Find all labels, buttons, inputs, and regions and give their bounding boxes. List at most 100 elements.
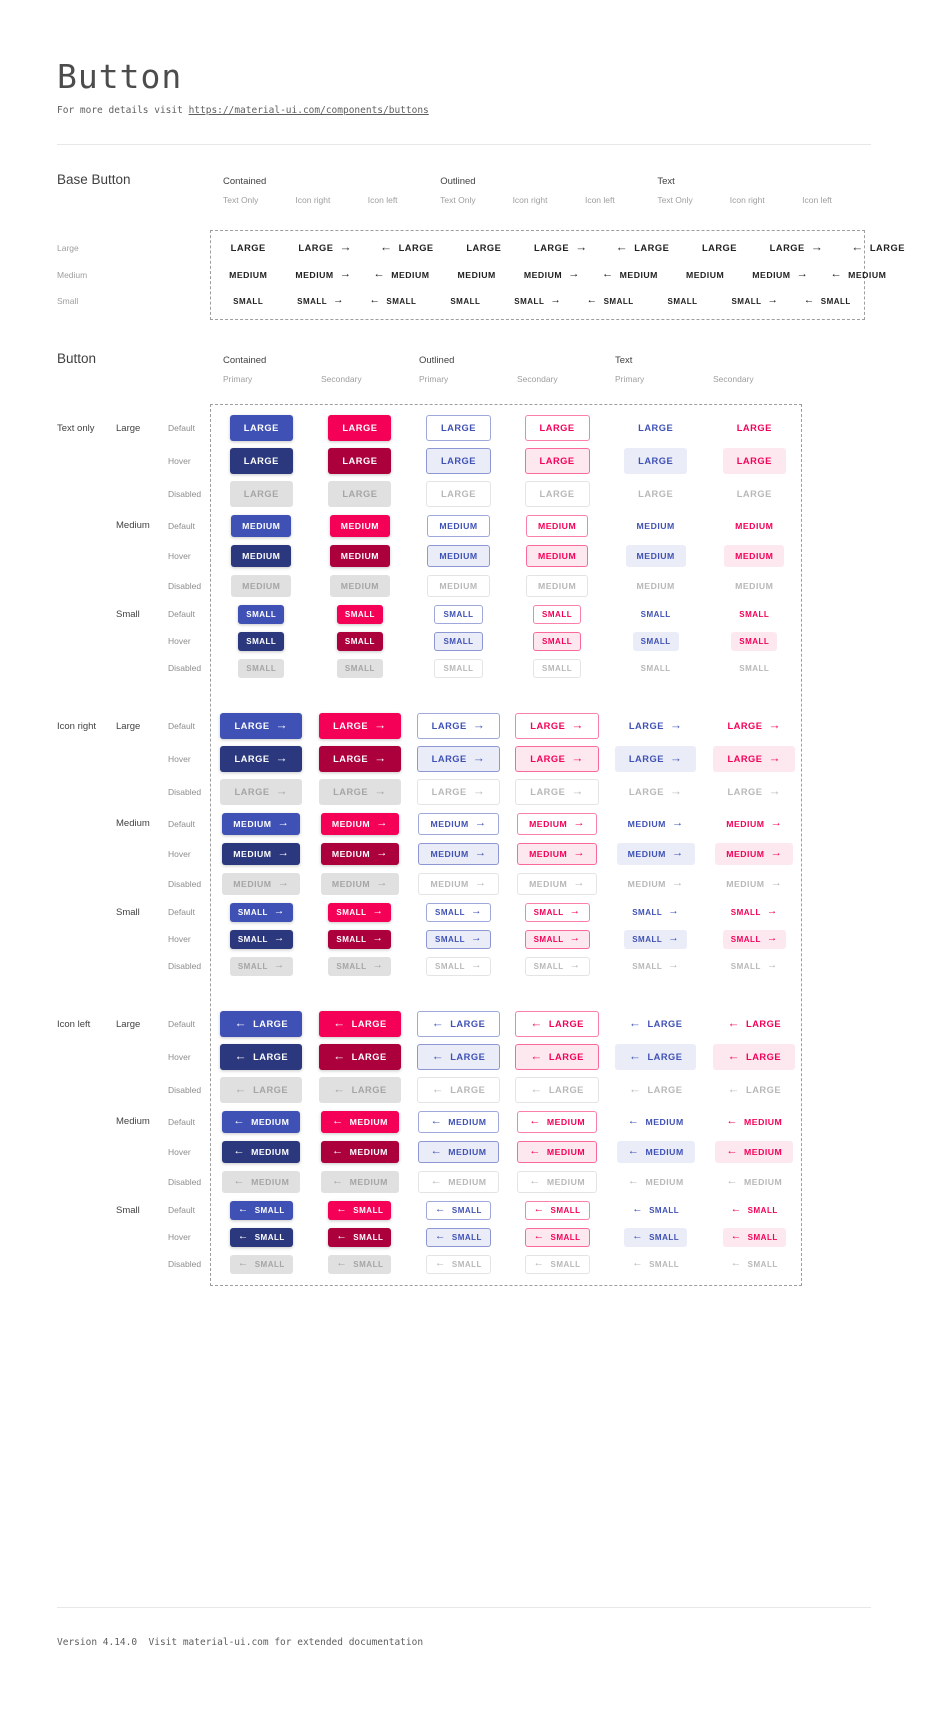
- button-text-primary-small-disabled-left[interactable]: ← SMALL: [624, 1255, 687, 1274]
- button-outlined-primary-medium-hover-left[interactable]: ← MEDIUM: [418, 1140, 499, 1163]
- button-text-secondary-medium-disabled-right[interactable]: MEDIUM →: [715, 873, 793, 895]
- button-text-primary-large-hover-right[interactable]: LARGE →: [614, 746, 697, 772]
- button-outlined-primary-small-default-left[interactable]: ← SMALL: [426, 1200, 491, 1220]
- button-outlined-primary-large-default-right[interactable]: LARGE →: [416, 713, 501, 739]
- button-outlined-secondary-small-hover-right[interactable]: SMALL →: [524, 929, 590, 949]
- button-contained-secondary-medium-hover-none[interactable]: MEDIUM: [329, 544, 390, 567]
- button-text-secondary-large-disabled-none[interactable]: LARGE: [723, 481, 786, 507]
- base-button-outlined-right-small[interactable]: SMALL →: [506, 292, 569, 311]
- button-contained-secondary-small-disabled-right[interactable]: SMALL →: [328, 956, 392, 976]
- button-text-secondary-medium-default-left[interactable]: ← MEDIUM: [715, 1111, 793, 1133]
- button-text-primary-large-default-none[interactable]: LARGE: [624, 415, 687, 441]
- button-contained-primary-small-hover-left[interactable]: ← SMALL: [229, 1227, 293, 1247]
- button-contained-secondary-medium-disabled-none[interactable]: MEDIUM: [329, 574, 390, 597]
- button-outlined-secondary-small-disabled-left[interactable]: ← SMALL: [524, 1254, 590, 1274]
- button-outlined-secondary-small-disabled-right[interactable]: SMALL →: [524, 956, 590, 976]
- button-outlined-primary-medium-hover-right[interactable]: MEDIUM →: [418, 842, 499, 865]
- button-contained-primary-large-default-left[interactable]: ← LARGE: [220, 1011, 303, 1037]
- button-outlined-secondary-large-hover-right[interactable]: LARGE →: [515, 746, 599, 772]
- button-outlined-primary-large-disabled-right[interactable]: LARGE →: [416, 779, 501, 805]
- button-contained-primary-medium-hover-left[interactable]: ← MEDIUM: [222, 1140, 301, 1163]
- button-text-secondary-medium-disabled-none[interactable]: MEDIUM: [724, 575, 784, 597]
- button-text-primary-medium-hover-right[interactable]: MEDIUM →: [616, 842, 695, 865]
- button-text-secondary-small-default-left[interactable]: ← SMALL: [723, 1201, 786, 1220]
- button-outlined-primary-large-hover-left[interactable]: ← LARGE: [416, 1044, 501, 1070]
- button-text-secondary-small-default-right[interactable]: SMALL →: [723, 903, 786, 922]
- button-contained-secondary-medium-disabled-right[interactable]: MEDIUM →: [320, 872, 399, 895]
- button-contained-primary-small-default-left[interactable]: ← SMALL: [229, 1200, 293, 1220]
- button-contained-secondary-large-disabled-right[interactable]: LARGE →: [319, 779, 401, 805]
- button-contained-primary-small-disabled-none[interactable]: SMALL: [238, 658, 285, 678]
- button-outlined-secondary-small-disabled-none[interactable]: SMALL: [533, 658, 582, 678]
- button-contained-secondary-medium-default-left[interactable]: ← MEDIUM: [320, 1110, 399, 1133]
- button-contained-primary-large-disabled-none[interactable]: LARGE: [229, 481, 293, 507]
- button-text-primary-small-hover-right[interactable]: SMALL →: [624, 929, 688, 949]
- button-text-secondary-medium-disabled-left[interactable]: ← MEDIUM: [715, 1171, 793, 1193]
- button-outlined-primary-small-disabled-left[interactable]: ← SMALL: [426, 1254, 491, 1274]
- button-contained-primary-medium-hover-none[interactable]: MEDIUM: [231, 544, 292, 567]
- base-button-text-left-medium[interactable]: ← MEDIUM: [819, 264, 897, 286]
- base-button-contained-right-medium[interactable]: MEDIUM →: [284, 264, 362, 286]
- button-outlined-primary-small-hover-left[interactable]: ← SMALL: [426, 1227, 491, 1247]
- button-contained-primary-medium-default-none[interactable]: MEDIUM: [231, 514, 292, 537]
- button-outlined-secondary-large-default-left[interactable]: ← LARGE: [515, 1011, 599, 1037]
- button-text-secondary-small-hover-none[interactable]: SMALL: [731, 631, 778, 651]
- button-outlined-secondary-small-hover-none[interactable]: SMALL: [533, 631, 582, 651]
- button-contained-secondary-large-hover-right[interactable]: LARGE →: [319, 746, 401, 772]
- base-button-text-right-medium[interactable]: MEDIUM →: [741, 264, 819, 286]
- base-button-text-none-small[interactable]: SMALL: [660, 292, 706, 311]
- button-text-secondary-large-hover-left[interactable]: ← LARGE: [713, 1044, 796, 1070]
- button-text-primary-medium-hover-none[interactable]: MEDIUM: [625, 544, 686, 567]
- button-contained-primary-small-default-none[interactable]: SMALL: [238, 604, 285, 624]
- button-outlined-primary-medium-disabled-right[interactable]: MEDIUM →: [418, 872, 499, 895]
- button-contained-primary-small-disabled-right[interactable]: SMALL →: [229, 956, 293, 976]
- button-outlined-primary-large-disabled-left[interactable]: ← LARGE: [416, 1077, 501, 1103]
- button-contained-primary-large-disabled-left[interactable]: ← LARGE: [220, 1077, 303, 1103]
- button-text-primary-small-default-left[interactable]: ← SMALL: [624, 1201, 687, 1220]
- button-text-secondary-large-hover-none[interactable]: LARGE: [722, 448, 786, 474]
- button-text-primary-large-disabled-left[interactable]: ← LARGE: [615, 1077, 697, 1103]
- button-contained-primary-small-disabled-left[interactable]: ← SMALL: [229, 1254, 293, 1274]
- base-button-contained-right-small[interactable]: SMALL →: [289, 292, 352, 311]
- button-contained-primary-small-hover-right[interactable]: SMALL →: [229, 929, 293, 949]
- button-text-secondary-large-disabled-right[interactable]: LARGE →: [713, 779, 795, 805]
- button-outlined-secondary-large-default-right[interactable]: LARGE →: [515, 713, 599, 739]
- base-button-outlined-left-large[interactable]: ← LARGE: [602, 235, 684, 261]
- button-text-secondary-large-default-right[interactable]: LARGE →: [713, 713, 795, 739]
- button-outlined-secondary-large-default-none[interactable]: LARGE: [524, 415, 590, 441]
- button-text-primary-large-disabled-none[interactable]: LARGE: [624, 481, 687, 507]
- button-text-secondary-medium-hover-left[interactable]: ← MEDIUM: [715, 1140, 794, 1163]
- button-outlined-primary-medium-disabled-none[interactable]: MEDIUM: [427, 574, 490, 597]
- button-outlined-primary-medium-default-right[interactable]: MEDIUM →: [418, 812, 499, 835]
- button-contained-primary-large-hover-none[interactable]: LARGE: [229, 448, 293, 474]
- button-text-primary-large-hover-left[interactable]: ← LARGE: [614, 1044, 697, 1070]
- button-contained-secondary-small-default-left[interactable]: ← SMALL: [328, 1200, 392, 1220]
- button-text-secondary-small-disabled-right[interactable]: SMALL →: [723, 957, 786, 976]
- base-button-outlined-none-small[interactable]: SMALL: [442, 292, 488, 311]
- button-outlined-primary-large-default-none[interactable]: LARGE: [425, 415, 491, 441]
- base-button-contained-none-large[interactable]: LARGE: [217, 235, 280, 261]
- button-outlined-secondary-medium-disabled-right[interactable]: MEDIUM →: [517, 872, 598, 895]
- button-outlined-secondary-large-disabled-none[interactable]: LARGE: [524, 481, 590, 507]
- button-contained-secondary-large-hover-none[interactable]: LARGE: [328, 448, 392, 474]
- button-outlined-secondary-small-default-left[interactable]: ← SMALL: [524, 1200, 590, 1220]
- base-button-outlined-right-medium[interactable]: MEDIUM →: [513, 264, 591, 286]
- button-outlined-secondary-medium-disabled-none[interactable]: MEDIUM: [525, 574, 589, 597]
- button-outlined-secondary-large-disabled-right[interactable]: LARGE →: [515, 779, 599, 805]
- button-text-primary-small-default-none[interactable]: SMALL: [633, 605, 679, 624]
- button-text-secondary-small-default-none[interactable]: SMALL: [731, 605, 777, 624]
- button-contained-primary-medium-disabled-none[interactable]: MEDIUM: [231, 574, 292, 597]
- subtitle-link[interactable]: https://material-ui.com/components/butto…: [188, 105, 429, 116]
- button-outlined-secondary-small-default-none[interactable]: SMALL: [533, 604, 582, 624]
- button-outlined-secondary-medium-default-left[interactable]: ← MEDIUM: [517, 1110, 598, 1133]
- button-contained-primary-large-default-right[interactable]: LARGE →: [220, 713, 303, 739]
- button-contained-secondary-small-hover-right[interactable]: SMALL →: [328, 929, 392, 949]
- base-button-text-none-large[interactable]: LARGE: [688, 235, 751, 261]
- base-button-text-left-large[interactable]: ← LARGE: [837, 235, 919, 261]
- button-contained-secondary-large-default-left[interactable]: ← LARGE: [319, 1011, 401, 1037]
- button-text-secondary-small-hover-left[interactable]: ← SMALL: [722, 1227, 786, 1247]
- button-contained-secondary-medium-default-right[interactable]: MEDIUM →: [320, 812, 399, 835]
- base-button-contained-none-small[interactable]: SMALL: [225, 292, 271, 311]
- button-contained-secondary-large-hover-left[interactable]: ← LARGE: [319, 1044, 401, 1070]
- base-button-contained-left-large[interactable]: ← LARGE: [366, 235, 448, 261]
